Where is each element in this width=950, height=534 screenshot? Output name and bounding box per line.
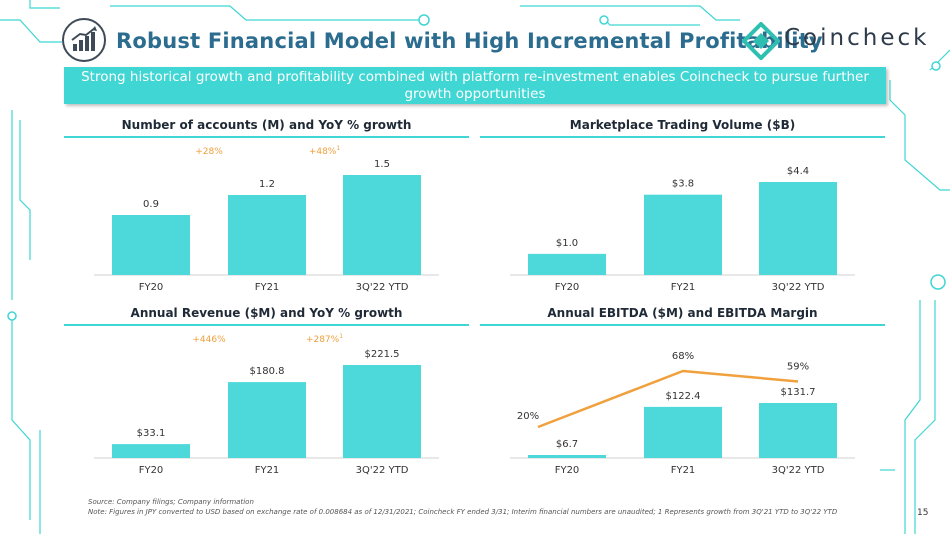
volume-title-underline (480, 136, 885, 138)
subtitle-banner: Strong historical growth and profitabili… (64, 67, 886, 104)
coincheck-logo: Coincheck (741, 21, 926, 62)
ebitda-bar-1 (644, 406, 722, 458)
footnote-note: Note: Figures in JPY converted to USD ba… (88, 508, 838, 516)
revenue-chart-title: Annual Revenue ($M) and YoY % growth (130, 306, 403, 320)
page-number: 15 (917, 508, 929, 518)
growth-chart-icon (62, 18, 106, 62)
ebitda-category-label-1: FY21 (671, 465, 696, 476)
revenue-title-underline (64, 324, 469, 326)
accounts-growth-superscript-1: 1 (336, 145, 340, 152)
accounts-bar-2 (343, 175, 421, 275)
ebitda-value-label-0: $6.7 (556, 439, 578, 450)
ebitda-category-label-0: FY20 (555, 465, 580, 476)
accounts-chart-title: Number of accounts (M) and YoY % growth (121, 118, 412, 132)
accounts-category-label-1: FY21 (255, 282, 280, 293)
volume-value-label-0: $1.0 (556, 238, 578, 249)
revenue-bar-1 (228, 382, 306, 458)
ebitda-value-label-2: $131.7 (781, 387, 816, 398)
page-title: Robust Financial Model with High Increme… (116, 29, 823, 53)
revenue-value-label-2: $221.5 (365, 349, 400, 360)
ebitda-value-label-1: $122.4 (666, 391, 701, 402)
footnote-source: Source: Company filings; Company informa… (88, 498, 254, 506)
volume-category-label-2: 3Q'22 YTD (772, 282, 825, 293)
revenue-bar-2 (343, 365, 421, 458)
ebitda-category-label-2: 3Q'22 YTD (772, 465, 825, 476)
accounts-bar-0 (112, 215, 190, 275)
volume-value-label-2: $4.4 (787, 166, 809, 177)
volume-chart-title: Marketplace Trading Volume ($B) (569, 118, 796, 132)
accounts-chart: 0.9 FY20 1.2 FY21 1.5 3Q'22 YTD +28% +48%1 (94, 145, 439, 293)
revenue-bar-0 (112, 444, 190, 458)
volume-category-label-0: FY20 (555, 282, 580, 293)
revenue-growth-superscript-1: 1 (339, 333, 343, 340)
revenue-category-label-0: FY20 (139, 465, 164, 476)
ebitda-margin-label-1: 68% (672, 351, 694, 362)
revenue-growth-label-1: +287%1 (306, 333, 343, 345)
ebitda-margin-label-2: 59% (787, 362, 809, 373)
revenue-growth-label-0: +446% (192, 335, 226, 345)
accounts-bar-1 (228, 195, 306, 275)
coincheck-logo-icon (741, 21, 781, 61)
ebitda-chart: $6.7 FY20 $122.4 FY21 $131.7 3Q'22 YTD 20% 68% 5… (510, 351, 855, 476)
ebitda-title-underline (480, 324, 885, 326)
ebitda-margin-label-0: 20% (517, 411, 539, 422)
volume-category-label-1: FY21 (671, 282, 696, 293)
volume-bar-2 (759, 182, 837, 275)
accounts-growth-label-0: +28% (195, 147, 223, 157)
footnote: Source: Company filings; Company informa… (88, 497, 868, 517)
ebitda-margin-line (537, 369, 799, 429)
volume-chart: $1.0 FY20 $3.8 FY21 $4.4 3Q'22 YTD (510, 166, 855, 293)
volume-value-label-1: $3.8 (672, 179, 694, 190)
ebitda-bar-0 (528, 455, 606, 458)
revenue-value-label-1: $180.8 (250, 366, 285, 377)
revenue-category-label-2: 3Q'22 YTD (356, 465, 409, 476)
ebitda-chart-title: Annual EBITDA ($M) and EBITDA Margin (547, 306, 818, 320)
accounts-value-label-1: 1.2 (259, 179, 275, 190)
revenue-value-label-0: $33.1 (137, 428, 166, 439)
ebitda-bar-2 (759, 403, 837, 458)
accounts-growth-label-1: +48%1 (309, 145, 341, 157)
logo-text: Coincheck (784, 25, 930, 51)
revenue-chart: $33.1 FY20 $180.8 FY21 $221.5 3Q'22 YTD +446% +… (94, 333, 439, 476)
volume-bar-1 (644, 194, 722, 275)
accounts-category-label-2: 3Q'22 YTD (356, 282, 409, 293)
accounts-category-label-0: FY20 (139, 282, 164, 293)
volume-bar-0 (528, 253, 606, 275)
accounts-value-label-2: 1.5 (374, 159, 390, 170)
revenue-category-label-1: FY21 (255, 465, 280, 476)
accounts-value-label-0: 0.9 (143, 199, 159, 210)
accounts-title-underline (64, 136, 469, 138)
